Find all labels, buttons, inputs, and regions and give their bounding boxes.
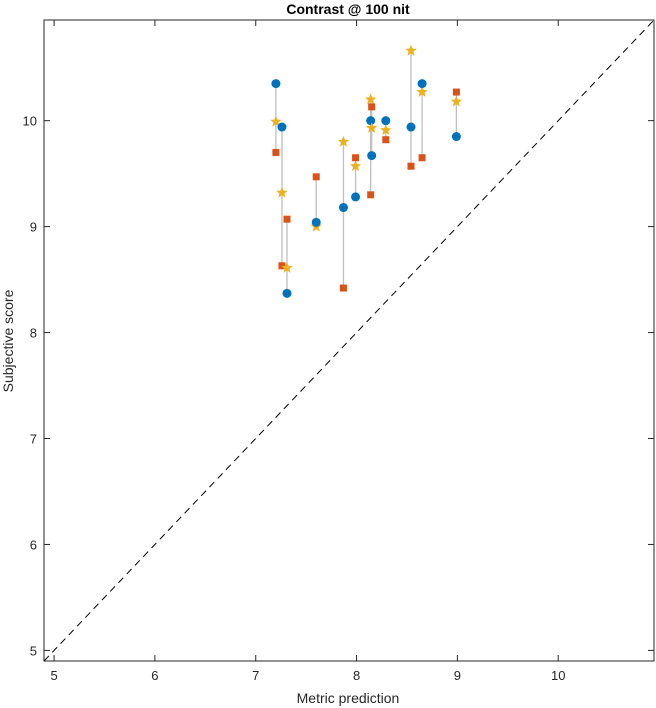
x-tick-label: 5 xyxy=(50,668,57,683)
star-marker xyxy=(364,93,377,105)
circle-marker xyxy=(338,203,348,213)
circle-marker xyxy=(282,288,292,298)
circle-marker xyxy=(351,192,361,202)
chart-title: Contrast @ 100 nit xyxy=(286,1,410,17)
x-axis-label: Metric prediction xyxy=(297,690,400,706)
star-marker xyxy=(349,160,362,172)
square-marker xyxy=(272,148,280,156)
star-marker xyxy=(337,135,350,147)
circle-marker xyxy=(381,116,391,126)
star-marker xyxy=(380,124,392,136)
square-marker xyxy=(368,103,376,111)
circle-marker xyxy=(367,151,377,161)
y-tick-label: 8 xyxy=(30,326,37,341)
y-axis-label: Subjective score xyxy=(0,289,16,392)
circle-marker xyxy=(271,79,281,89)
star-marker xyxy=(276,186,288,198)
star-marker xyxy=(270,115,282,127)
reference-diagonal-line xyxy=(43,19,655,662)
star-marker xyxy=(405,44,417,56)
circle-marker xyxy=(406,122,416,132)
x-axis: 5 6 7 8 9 10 xyxy=(50,20,565,683)
square-marker xyxy=(452,88,460,96)
star-marker xyxy=(281,261,293,273)
y-axis: 5 6 7 8 9 10 xyxy=(23,114,654,658)
x-tick-label: 7 xyxy=(252,668,259,683)
star-marker xyxy=(365,122,378,133)
circle-marker xyxy=(366,116,376,126)
square-marker xyxy=(382,136,390,144)
circle-marker xyxy=(277,122,287,132)
square-marker xyxy=(283,215,291,223)
data-markers xyxy=(270,44,463,298)
square-marker xyxy=(312,173,320,181)
x-tick-label: 9 xyxy=(454,668,461,683)
x-tick-label: 8 xyxy=(353,668,360,683)
y-tick-label: 7 xyxy=(30,432,37,447)
axes-frame xyxy=(43,19,655,662)
circle-marker xyxy=(417,79,427,89)
y-tick-label: 10 xyxy=(23,114,37,129)
circle-marker xyxy=(451,132,461,142)
star-marker xyxy=(450,95,463,107)
circle-marker xyxy=(311,217,321,227)
square-marker xyxy=(278,262,286,270)
square-marker xyxy=(352,154,360,162)
y-tick-label: 9 xyxy=(30,220,37,235)
square-marker xyxy=(339,284,347,292)
y-tick-label: 5 xyxy=(30,643,37,658)
square-marker xyxy=(407,162,415,170)
x-tick-label: 10 xyxy=(551,668,565,683)
square-marker xyxy=(367,191,375,199)
x-tick-label: 6 xyxy=(151,668,158,683)
y-tick-label: 6 xyxy=(30,537,37,552)
star-marker xyxy=(416,86,428,97)
square-marker xyxy=(418,154,426,162)
connector-lines xyxy=(275,50,458,294)
